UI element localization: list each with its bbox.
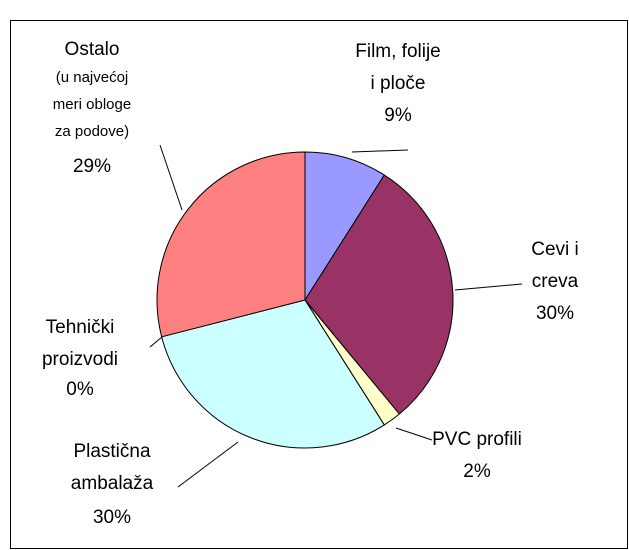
value-label: 0% <box>66 379 94 400</box>
category-label: Ostalo <box>64 39 120 60</box>
value-label: 29% <box>72 156 112 177</box>
pie-slice <box>161 299 385 449</box>
pie-slice <box>304 174 454 415</box>
pie-slice <box>304 151 385 302</box>
category-label: Plastična ambalaža <box>70 441 154 494</box>
value-label: 9% <box>384 105 412 126</box>
leader-line <box>395 427 433 441</box>
leader-line <box>177 441 239 488</box>
leader-line <box>351 149 409 153</box>
value-label: 30% <box>535 303 575 324</box>
leader-line <box>454 283 523 291</box>
category-label: Tehnički proizvodi <box>41 317 119 370</box>
leader-line <box>149 336 163 348</box>
leader-lines <box>149 144 523 488</box>
value-label: 2% <box>463 461 491 482</box>
category-label: Film, folije i ploče <box>355 41 441 94</box>
value-label: 30% <box>92 507 132 528</box>
pie-slice <box>156 151 306 338</box>
category-label: Cevi i creva <box>531 239 579 292</box>
leader-line <box>159 144 183 211</box>
annotation: (u najvećoj meri obloge za podove) <box>52 69 132 140</box>
category-label: PVC profili <box>432 429 522 450</box>
